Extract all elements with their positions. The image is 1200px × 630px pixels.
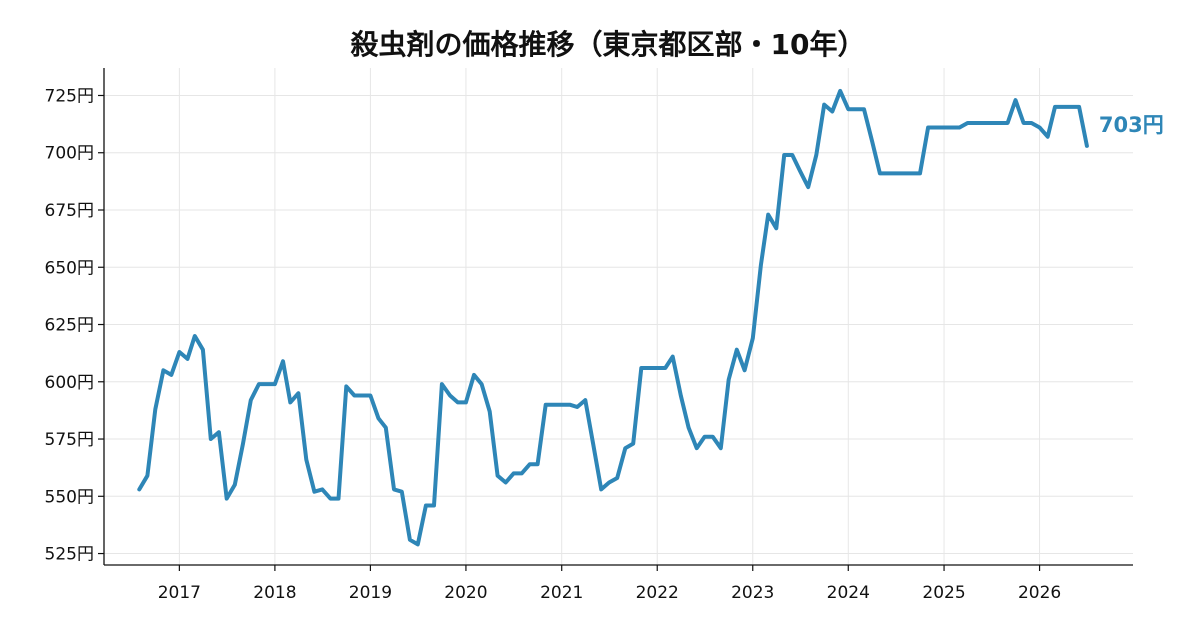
x-tick-label: 2025 [922,583,965,603]
price-line [137,88,1089,547]
y-tick-label: 700円 [45,144,94,164]
x-tick-label: 2019 [349,583,392,603]
axes [103,68,1133,566]
y-tick-label: 625円 [45,316,94,336]
y-ticks: 525円 550円 575円 600円 625円 650円 675円 700円 725円 [45,86,104,565]
end-value-label: 703円 [1099,113,1164,137]
x-tick-label: 2021 [540,583,583,603]
y-tick-label: 675円 [45,201,94,221]
chart-title: 殺虫剤の価格推移（東京都区部・10年） [351,28,866,61]
x-tick-label: 2023 [731,583,774,603]
grid [104,68,1133,565]
y-tick-label: 600円 [45,373,94,393]
x-tick-label: 2020 [444,583,487,603]
y-tick-label: 550円 [45,487,94,507]
x-ticks: 2017 2018 2019 2020 2021 2022 2023 2024 2025 2026 [158,565,1061,603]
y-tick-label: 725円 [45,86,94,106]
x-tick-label: 2026 [1018,583,1061,603]
y-tick-label: 575円 [45,430,94,450]
x-tick-label: 2022 [636,583,679,603]
x-tick-label: 2018 [253,583,296,603]
x-tick-label: 2024 [827,583,870,603]
x-tick-label: 2017 [158,583,201,603]
y-tick-label: 650円 [45,258,94,278]
series [137,88,1089,547]
y-tick-label: 525円 [45,545,94,565]
